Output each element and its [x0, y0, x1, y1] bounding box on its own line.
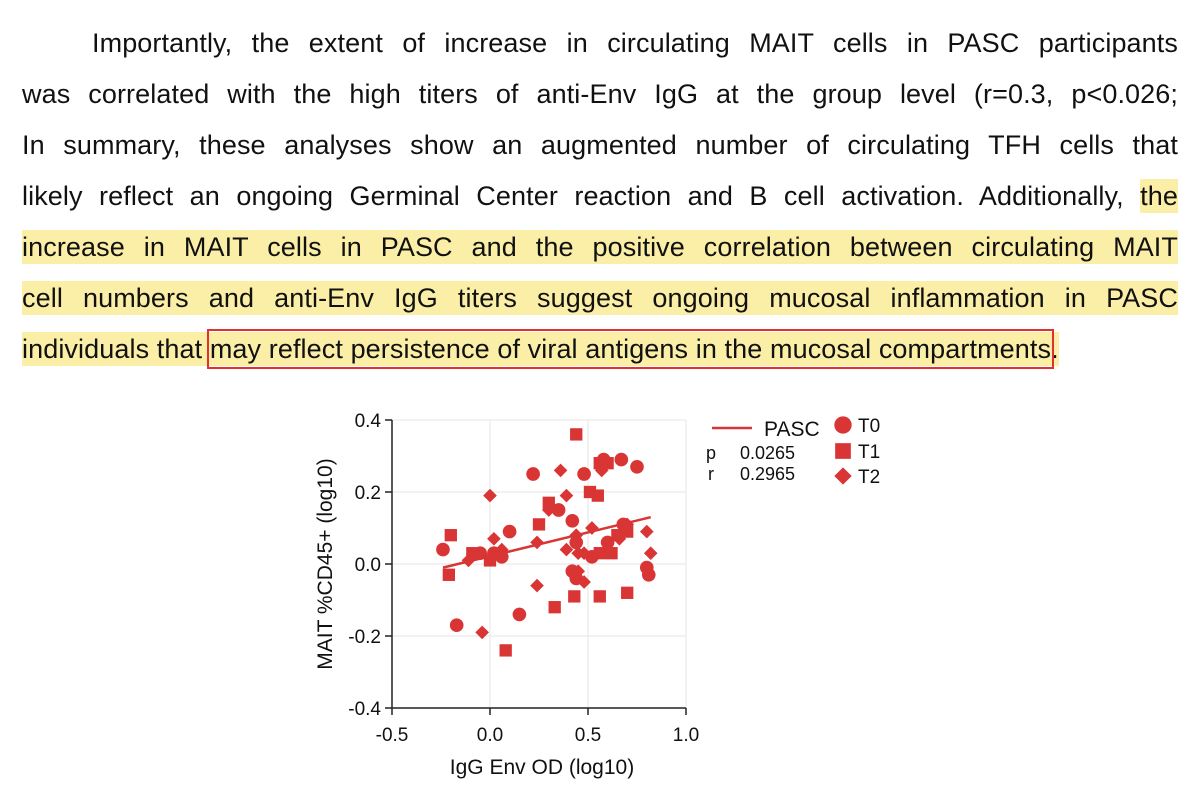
legend-p-value: 0.0265 [740, 443, 795, 463]
data-point-t0 [502, 524, 517, 539]
regression-line [442, 515, 652, 569]
data-point-t2 [612, 531, 627, 546]
data-point-t2 [475, 625, 489, 640]
data-point-t2 [483, 488, 497, 503]
data-point-t2 [559, 542, 574, 557]
legend-marker-label: T0 [858, 416, 880, 437]
data-point-t2 [594, 463, 609, 478]
y-tick-label: 0.4 [355, 411, 382, 432]
text-line-2: was correlated with the high titers of a… [22, 69, 1178, 120]
y-tick-label: 0.2 [355, 483, 381, 504]
data-point-t0 [512, 607, 527, 622]
data-point-t1 [591, 489, 604, 502]
data-point-t2 [487, 531, 501, 546]
legend-marker-label: T1 [858, 442, 880, 463]
data-point-t2 [530, 578, 544, 593]
text-line-6: cell numbers and anti-Env IgG titers sug… [22, 273, 1178, 324]
data-point-t1 [601, 457, 614, 470]
data-point-t0 [526, 467, 540, 481]
data-point-t0 [436, 542, 450, 557]
data-point-t1 [570, 428, 583, 441]
text-line-4-plain: likely reflect an ongoing Germinal Cente… [22, 181, 1141, 211]
data-point-t0 [551, 503, 566, 517]
legend-r-value: 0.2965 [740, 464, 795, 484]
data-point-t0 [449, 618, 464, 633]
data-point-t1 [568, 590, 581, 603]
y-tick-label: 0.0 [355, 555, 381, 576]
y-tick-label: -0.2 [348, 627, 381, 648]
data-point-t2 [553, 463, 568, 478]
data-point-t0 [630, 459, 644, 474]
text-line-4: likely reflect an ongoing Germinal Cente… [22, 171, 1178, 222]
x-tick-label: 0.5 [575, 725, 601, 746]
data-point-t2 [639, 524, 654, 539]
data-point-t1 [444, 529, 457, 542]
legend-marker-label: T2 [858, 467, 880, 488]
legend-line-label: PASC [764, 418, 820, 441]
legend-square-icon [835, 443, 851, 459]
data-point-t2 [559, 488, 574, 503]
highlighted-text: cell numbers and anti-Env IgG titers sug… [22, 281, 1178, 315]
text-line-3-content: In summary, these analyses show an augme… [22, 130, 1178, 160]
data-point-t2 [577, 575, 591, 589]
text-line-3: In summary, these analyses show an augme… [22, 120, 1178, 171]
text-line-5: increase in MAIT cells in PASC and the p… [22, 222, 1178, 273]
legend-diamond-icon [834, 467, 852, 485]
data-point-t0 [600, 535, 615, 550]
data-point-t2 [541, 503, 556, 517]
highlighted-text: individuals that [22, 332, 210, 366]
legend-p-label: p [706, 443, 716, 463]
data-point-t2 [643, 546, 658, 561]
x-tick-label: 0.0 [477, 725, 503, 746]
x-tick-label: -0.5 [376, 725, 409, 746]
data-point-t1 [442, 568, 455, 581]
data-point-t0 [641, 567, 656, 582]
data-point-t1 [542, 496, 555, 509]
body-paragraph: Importantly, the extent of increase in c… [22, 18, 1178, 375]
highlighted-text: increase in MAIT cells in PASC and the p… [22, 230, 1178, 264]
legend-circle-icon [834, 416, 852, 434]
y-tick-label: -0.4 [348, 699, 381, 720]
data-point-t0 [569, 535, 584, 550]
text-line-1-content: Importantly, the extent of increase in c… [92, 28, 1178, 58]
data-point-t2 [494, 542, 509, 557]
data-point-t0 [614, 452, 629, 467]
data-point-t1 [593, 547, 606, 560]
data-point-t1 [593, 590, 606, 603]
data-point-t0 [577, 467, 591, 481]
data-point-t1 [621, 586, 634, 599]
data-point-t0 [565, 513, 580, 528]
data-point-t1 [532, 518, 546, 531]
highlighted-period: . [1051, 332, 1059, 366]
legend-r-label: r [708, 464, 714, 484]
text-line-1: Importantly, the extent of increase in c… [22, 18, 1178, 69]
data-point-t1 [499, 644, 512, 657]
x-tick-label: 1.0 [673, 725, 699, 746]
data-point-t2 [577, 546, 591, 561]
x-axis-label: IgG Env OD (log10) [450, 756, 634, 779]
data-point-t2 [571, 564, 586, 579]
text-line-7: individuals that may reflect persistence… [22, 324, 1178, 375]
data-point-t1 [621, 525, 634, 538]
highlighted-text: the [1140, 179, 1178, 213]
boxed-highlighted-text: may reflect persistence of viral antigen… [206, 329, 1055, 369]
data-point-t1 [605, 547, 618, 560]
y-axis-label: MAIT %CD45+ (log10) [314, 458, 337, 669]
data-point-t1 [548, 601, 561, 614]
text-line-2-content: was correlated with the high titers of a… [22, 79, 1178, 109]
